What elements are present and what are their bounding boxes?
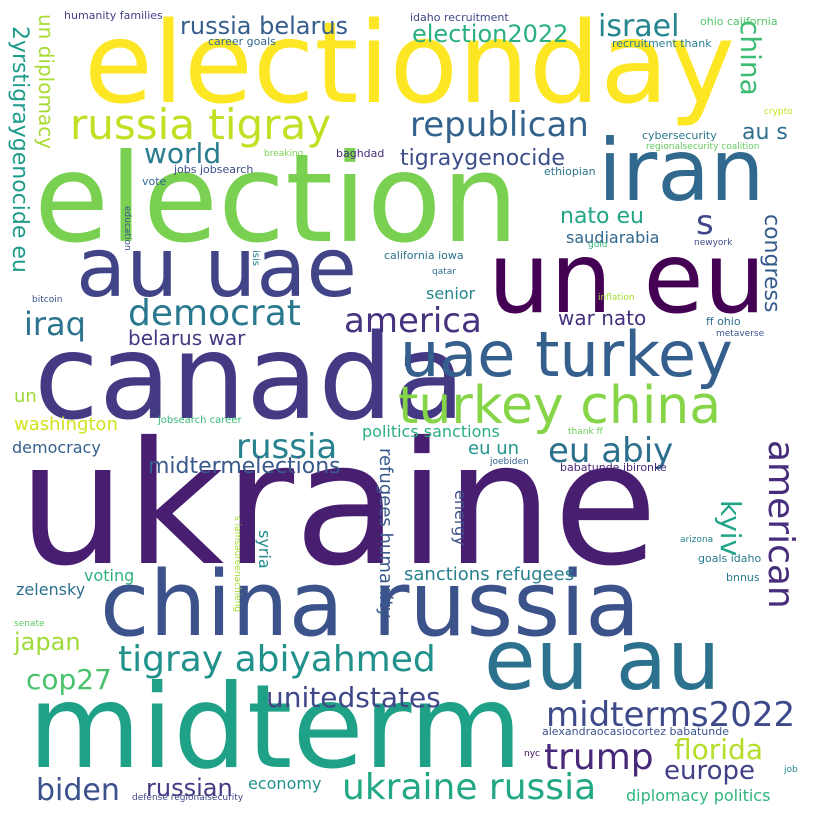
word: alexandraocasiocortez babatunde [542, 725, 729, 738]
word: belarus war [128, 326, 246, 350]
word: career goals [208, 35, 276, 48]
word: europe [664, 756, 755, 786]
word: saudiarabia [566, 228, 660, 247]
word: sanctions refugees [404, 564, 575, 585]
word: senior [426, 284, 476, 303]
word: metaverse [716, 329, 765, 339]
word: canada [34, 308, 466, 446]
word: un diplomacy [34, 14, 58, 150]
word: vote [142, 175, 167, 188]
word: israel [598, 9, 680, 44]
word: s [696, 203, 714, 243]
word: baghdad [336, 147, 385, 160]
word: energy [451, 490, 470, 546]
word: nato eu [560, 204, 644, 229]
word: america [344, 301, 482, 341]
word: cybersecurity [642, 129, 717, 142]
word: congress [759, 214, 784, 313]
word: qatar [432, 267, 456, 277]
word: isis [250, 250, 261, 266]
word: russian [146, 774, 233, 802]
word: tigray abiyahmed [118, 639, 436, 680]
word: voting [84, 566, 135, 585]
word: bitcoin [32, 295, 63, 305]
word: ethiopian [544, 165, 596, 178]
word: war nato [558, 306, 647, 330]
word: syria [255, 530, 274, 569]
word: turkey china [398, 376, 722, 436]
word: joebiden [490, 457, 529, 467]
word: economy [248, 774, 322, 793]
word: election2022 [412, 20, 569, 48]
word: thank ff [568, 427, 603, 437]
word: midterms2022 [546, 695, 796, 735]
word: eu un [468, 438, 520, 459]
word: republican [410, 105, 589, 145]
word: gold [588, 240, 608, 250]
word: eu au [484, 611, 721, 709]
word: politics sanctions [362, 422, 500, 441]
word: unitedstates [266, 681, 441, 714]
word: california iowa [384, 249, 464, 262]
word: iraq [24, 305, 86, 343]
word: inflation [598, 293, 635, 303]
word: tigraygenocide [400, 146, 565, 171]
word: education [122, 206, 132, 251]
word: cop27 [26, 663, 112, 696]
word: 2yrstigraygenocide eu [7, 26, 32, 273]
word: diplomacy politics [626, 786, 771, 805]
word: un eu [488, 222, 766, 336]
word: eu abiy [548, 431, 674, 471]
word: ohio california [700, 15, 778, 28]
word: washington [14, 414, 118, 435]
word: jobsearch career [158, 415, 242, 426]
word: ff ohio [706, 315, 741, 328]
word: china [734, 20, 767, 96]
word: china russia [100, 552, 641, 657]
word: arizona [680, 535, 714, 545]
word: election [34, 128, 519, 270]
word: s iamsaureenachieng [232, 516, 242, 613]
word: japan [14, 628, 81, 656]
word: newyork [694, 238, 733, 248]
word: job [784, 765, 798, 775]
word: bnnus [726, 571, 760, 584]
word: humanity families [64, 9, 163, 22]
word: regionalsecurity coalition [646, 142, 760, 152]
word: recruitment thank [612, 37, 712, 50]
word: senate [14, 619, 45, 629]
word: iran [598, 121, 765, 221]
word: breaking [264, 149, 304, 159]
word: democracy [12, 438, 101, 457]
word: american [760, 440, 801, 609]
word: electionday [84, 0, 736, 129]
word: russia [236, 427, 338, 467]
word: jobs jobsearch [174, 163, 254, 176]
word: world [144, 137, 222, 170]
word: russia tigray [70, 100, 332, 149]
word: goals idaho [698, 552, 762, 565]
word: ukraine [18, 406, 658, 604]
word: au s [742, 120, 788, 145]
word: babatunde ibironke [560, 461, 667, 474]
word: biden [36, 773, 120, 808]
word: zelensky [16, 580, 86, 599]
word: midterm [28, 660, 523, 795]
word: defense regionalsecurity [132, 793, 244, 803]
word: uae turkey [400, 318, 733, 391]
word: midtermelections [148, 454, 341, 479]
word: au uae [76, 221, 357, 316]
word: trump [544, 737, 654, 778]
word: ukraine russia [342, 767, 597, 808]
word: russia belarus [180, 12, 349, 40]
word: democrat [128, 293, 301, 334]
word: crypto [764, 107, 793, 117]
word: refugees humanity [375, 448, 396, 618]
word: idaho recruitment [410, 11, 509, 24]
word: kyiv [714, 500, 747, 557]
word: nyc [524, 749, 540, 759]
word: un [14, 386, 37, 407]
word: florida [674, 733, 763, 766]
